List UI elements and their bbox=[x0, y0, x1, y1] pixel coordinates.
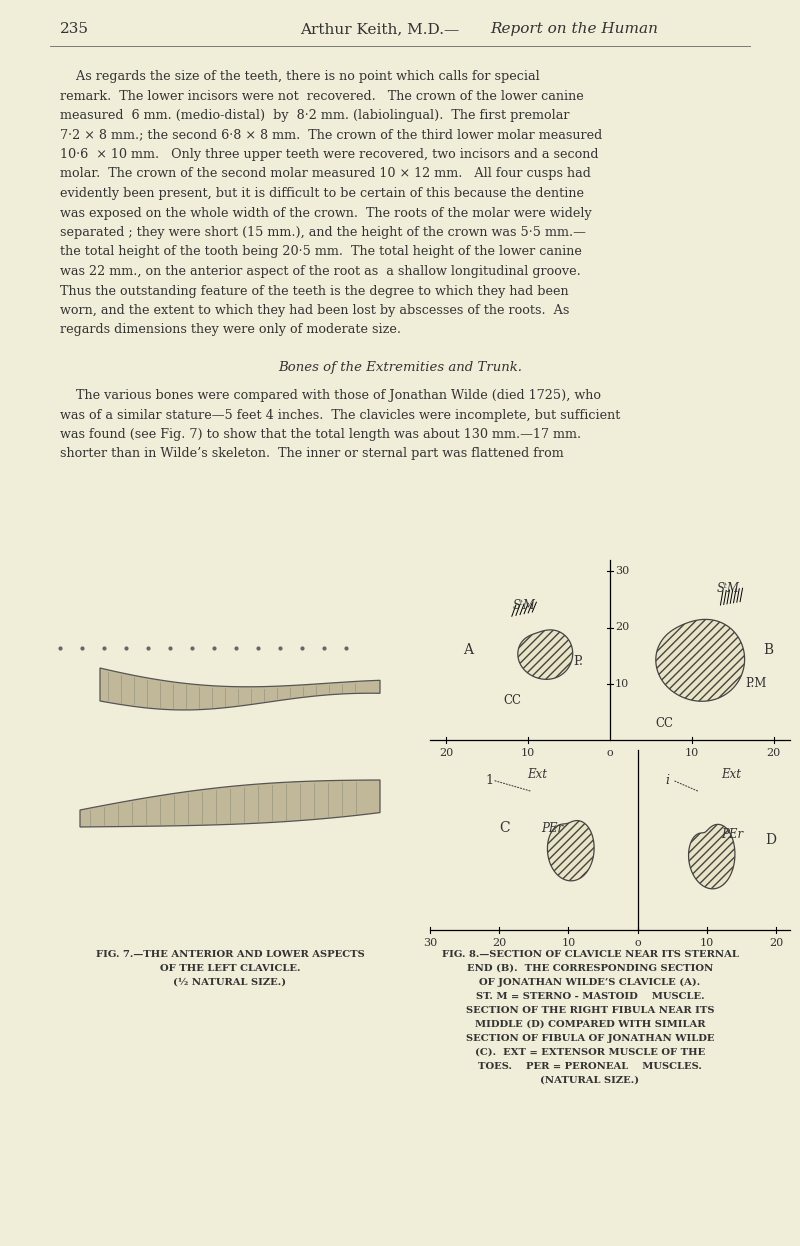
Text: 10: 10 bbox=[562, 938, 575, 948]
Text: was found (see Fig. 7) to show that the total length was about 130 mm.—17 mm.: was found (see Fig. 7) to show that the … bbox=[60, 427, 581, 441]
Text: PEr: PEr bbox=[721, 827, 743, 841]
Text: END (B).  THE CORRESPONDING SECTION: END (B). THE CORRESPONDING SECTION bbox=[467, 964, 713, 973]
Text: OF THE LEFT CLAVICLE.: OF THE LEFT CLAVICLE. bbox=[160, 964, 300, 973]
Text: TOES.    PER = PERONEAL    MUSCLES.: TOES. PER = PERONEAL MUSCLES. bbox=[478, 1062, 702, 1072]
Text: FIG. 7.—THE ANTERIOR AND LOWER ASPECTS: FIG. 7.—THE ANTERIOR AND LOWER ASPECTS bbox=[96, 949, 364, 959]
Text: Ext: Ext bbox=[721, 768, 741, 781]
Text: measured  6 mm. (medio-distal)  by  8·2 mm. (labiolingual).  The first premolar: measured 6 mm. (medio-distal) by 8·2 mm.… bbox=[60, 108, 570, 122]
Text: shorter than in Wilde’s skeleton.  The inner or sternal part was flattened from: shorter than in Wilde’s skeleton. The in… bbox=[60, 447, 564, 461]
Text: A: A bbox=[462, 643, 473, 657]
Polygon shape bbox=[80, 780, 380, 827]
Text: (NATURAL SIZE.): (NATURAL SIZE.) bbox=[541, 1077, 639, 1085]
Text: The various bones were compared with those of Jonathan Wilde (died 1725), who: The various bones were compared with tho… bbox=[60, 389, 601, 402]
Text: worn, and the extent to which they had been lost by abscesses of the roots.  As: worn, and the extent to which they had b… bbox=[60, 304, 570, 316]
Text: regards dimensions they were only of moderate size.: regards dimensions they were only of mod… bbox=[60, 324, 401, 336]
Text: (½ NATURAL SIZE.): (½ NATURAL SIZE.) bbox=[174, 978, 286, 987]
Polygon shape bbox=[689, 825, 735, 888]
Text: CC: CC bbox=[504, 694, 522, 708]
Text: 30: 30 bbox=[615, 566, 630, 576]
Text: was of a similar stature—5 feet 4 inches.  The clavicles were incomplete, but su: was of a similar stature—5 feet 4 inches… bbox=[60, 409, 620, 421]
Text: FIG. 8.—SECTION OF CLAVICLE NEAR ITS STERNAL: FIG. 8.—SECTION OF CLAVICLE NEAR ITS STE… bbox=[442, 949, 738, 959]
Text: ST. M = STERNO - MASTOID    MUSCLE.: ST. M = STERNO - MASTOID MUSCLE. bbox=[476, 992, 704, 1001]
Text: 10: 10 bbox=[685, 748, 699, 758]
Text: SECTION OF FIBULA OF JONATHAN WILDE: SECTION OF FIBULA OF JONATHAN WILDE bbox=[466, 1034, 714, 1043]
Text: 30: 30 bbox=[423, 938, 437, 948]
Text: SᵗM: SᵗM bbox=[716, 582, 739, 596]
Text: 10: 10 bbox=[521, 748, 535, 758]
Polygon shape bbox=[518, 630, 573, 679]
Text: Report on the Human: Report on the Human bbox=[490, 22, 658, 36]
Polygon shape bbox=[656, 619, 745, 701]
Text: SECTION OF THE RIGHT FIBULA NEAR ITS: SECTION OF THE RIGHT FIBULA NEAR ITS bbox=[466, 1006, 714, 1015]
Text: 20: 20 bbox=[439, 748, 454, 758]
Text: B: B bbox=[763, 643, 774, 657]
Text: 10: 10 bbox=[615, 679, 630, 689]
Text: i: i bbox=[666, 774, 670, 786]
Text: As regards the size of the teeth, there is no point which calls for special: As regards the size of the teeth, there … bbox=[60, 70, 540, 83]
Text: was 22 mm., on the anterior aspect of the root as  a shallow longitudinal groove: was 22 mm., on the anterior aspect of th… bbox=[60, 265, 581, 278]
Text: was exposed on the whole width of the crown.  The roots of the molar were widely: was exposed on the whole width of the cr… bbox=[60, 207, 592, 219]
Text: P.M: P.M bbox=[745, 678, 766, 690]
Text: 20: 20 bbox=[615, 623, 630, 633]
Polygon shape bbox=[547, 821, 594, 881]
Text: 10: 10 bbox=[700, 938, 714, 948]
Text: o: o bbox=[606, 748, 614, 758]
Text: OF JONATHAN WILDE’S CLAVICLE (A).: OF JONATHAN WILDE’S CLAVICLE (A). bbox=[479, 978, 701, 987]
Text: PEr: PEr bbox=[541, 821, 563, 835]
Text: remark.  The lower incisors were not  recovered.   The crown of the lower canine: remark. The lower incisors were not reco… bbox=[60, 90, 584, 102]
Text: D: D bbox=[765, 834, 776, 847]
Text: Arthur Keith, M.D.—: Arthur Keith, M.D.— bbox=[300, 22, 459, 36]
Text: P.: P. bbox=[573, 654, 583, 668]
Text: evidently been present, but it is difficult to be certain of this because the de: evidently been present, but it is diffic… bbox=[60, 187, 584, 201]
Text: SᵗM: SᵗM bbox=[513, 599, 535, 612]
Text: Bones of the Extremities and Trunk.: Bones of the Extremities and Trunk. bbox=[278, 361, 522, 374]
Text: 20: 20 bbox=[769, 938, 783, 948]
Text: Thus the outstanding feature of the teeth is the degree to which they had been: Thus the outstanding feature of the teet… bbox=[60, 284, 569, 298]
Text: 20: 20 bbox=[492, 938, 506, 948]
Text: 7·2 × 8 mm.; the second 6·8 × 8 mm.  The crown of the third lower molar measured: 7·2 × 8 mm.; the second 6·8 × 8 mm. The … bbox=[60, 128, 602, 142]
Text: CC: CC bbox=[655, 716, 673, 730]
Text: 10·6  × 10 mm.   Only three upper teeth were recovered, two incisors and a secon: 10·6 × 10 mm. Only three upper teeth wer… bbox=[60, 148, 598, 161]
Text: C: C bbox=[499, 821, 510, 835]
Text: o: o bbox=[634, 938, 641, 948]
Text: molar.  The crown of the second molar measured 10 × 12 mm.   All four cusps had: molar. The crown of the second molar mea… bbox=[60, 167, 591, 181]
Text: MIDDLE (D) COMPARED WITH SIMILAR: MIDDLE (D) COMPARED WITH SIMILAR bbox=[474, 1020, 706, 1029]
Text: (C).  EXT = EXTENSOR MUSCLE OF THE: (C). EXT = EXTENSOR MUSCLE OF THE bbox=[475, 1048, 705, 1057]
Text: 20: 20 bbox=[766, 748, 781, 758]
Text: 1: 1 bbox=[486, 774, 494, 786]
Polygon shape bbox=[100, 668, 380, 710]
Text: Ext: Ext bbox=[527, 768, 547, 781]
Text: separated ; they were short (15 mm.), and the height of the crown was 5·5 mm.—: separated ; they were short (15 mm.), an… bbox=[60, 226, 586, 239]
Text: the total height of the tooth being 20·5 mm.  The total height of the lower cani: the total height of the tooth being 20·5… bbox=[60, 245, 582, 258]
Text: 235: 235 bbox=[60, 22, 89, 36]
